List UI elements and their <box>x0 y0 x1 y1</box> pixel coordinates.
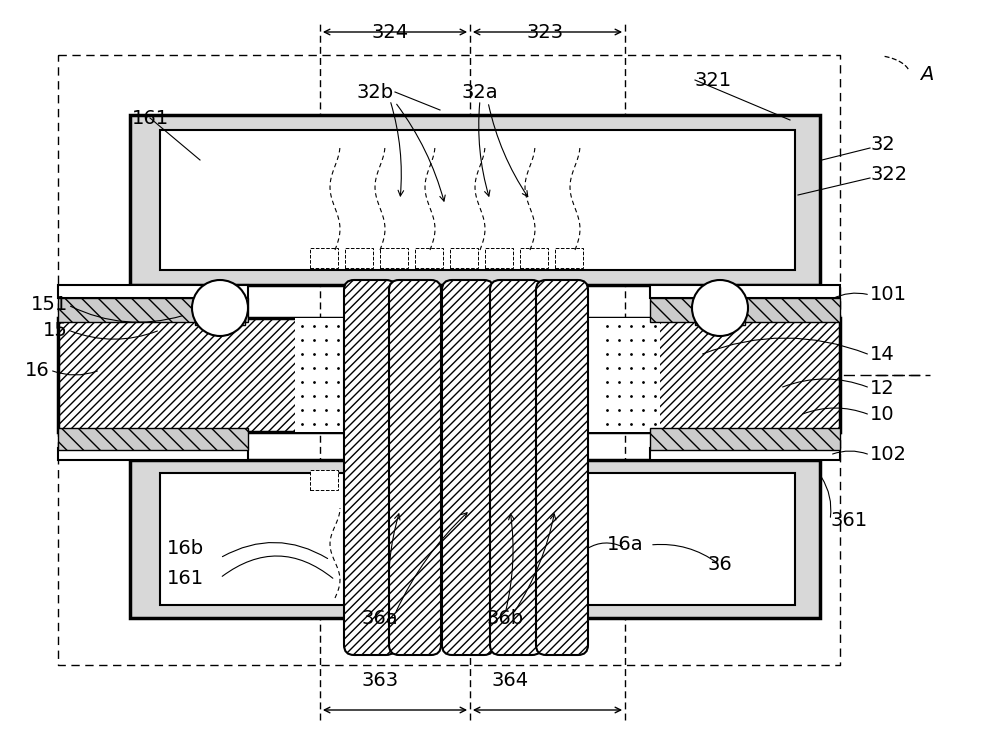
Text: 322: 322 <box>870 166 907 184</box>
Bar <box>520 248 548 268</box>
Bar <box>415 470 443 490</box>
Bar <box>555 470 583 490</box>
Text: 32b: 32b <box>356 82 394 101</box>
Text: 161: 161 <box>166 568 204 587</box>
Bar <box>310 248 338 268</box>
Bar <box>295 318 660 432</box>
Bar <box>650 285 840 298</box>
Circle shape <box>192 280 248 336</box>
Bar <box>58 318 840 432</box>
Bar <box>415 248 443 268</box>
Bar <box>520 470 548 490</box>
Bar <box>380 470 408 490</box>
Text: 361: 361 <box>830 511 867 530</box>
Bar <box>555 248 583 268</box>
Text: 15: 15 <box>43 320 68 340</box>
Text: 151: 151 <box>31 296 68 314</box>
Bar <box>58 448 248 460</box>
Text: 102: 102 <box>870 446 907 464</box>
Text: A: A <box>920 65 933 85</box>
Bar <box>695 310 745 325</box>
Bar <box>485 470 513 490</box>
Bar <box>58 285 248 298</box>
Text: 324: 324 <box>371 22 409 41</box>
Bar <box>310 470 338 490</box>
Text: 16a: 16a <box>607 536 643 554</box>
Bar <box>650 428 840 450</box>
Bar <box>160 473 795 605</box>
FancyBboxPatch shape <box>536 280 588 655</box>
Text: 32a: 32a <box>462 82 498 101</box>
Bar <box>130 460 820 618</box>
Circle shape <box>692 280 748 336</box>
Bar <box>345 470 373 490</box>
Text: 16: 16 <box>25 361 50 380</box>
Bar <box>160 130 795 270</box>
FancyBboxPatch shape <box>389 280 441 655</box>
Text: 16b: 16b <box>166 538 204 557</box>
Bar <box>450 248 478 268</box>
Bar <box>295 318 355 432</box>
Text: 101: 101 <box>870 286 907 304</box>
Text: 161: 161 <box>131 109 169 128</box>
Text: 32: 32 <box>870 136 895 154</box>
FancyBboxPatch shape <box>344 280 396 655</box>
Text: 10: 10 <box>870 406 895 424</box>
Text: 321: 321 <box>695 70 732 89</box>
Text: 36a: 36a <box>362 608 398 628</box>
FancyBboxPatch shape <box>442 280 494 655</box>
Bar <box>58 298 248 322</box>
FancyBboxPatch shape <box>490 280 542 655</box>
Bar <box>380 248 408 268</box>
Bar <box>345 248 373 268</box>
Text: 323: 323 <box>526 22 564 41</box>
Bar <box>650 448 840 460</box>
Text: 12: 12 <box>870 379 895 398</box>
Bar <box>130 115 820 285</box>
Bar <box>485 248 513 268</box>
Text: 363: 363 <box>361 670 399 689</box>
Bar <box>650 298 840 322</box>
Text: 36b: 36b <box>486 608 524 628</box>
Text: 14: 14 <box>870 346 895 364</box>
Bar <box>450 470 478 490</box>
Text: 36: 36 <box>708 556 732 574</box>
Text: 364: 364 <box>491 670 529 689</box>
Bar <box>58 428 248 450</box>
Bar <box>195 310 245 325</box>
Bar <box>600 318 660 432</box>
